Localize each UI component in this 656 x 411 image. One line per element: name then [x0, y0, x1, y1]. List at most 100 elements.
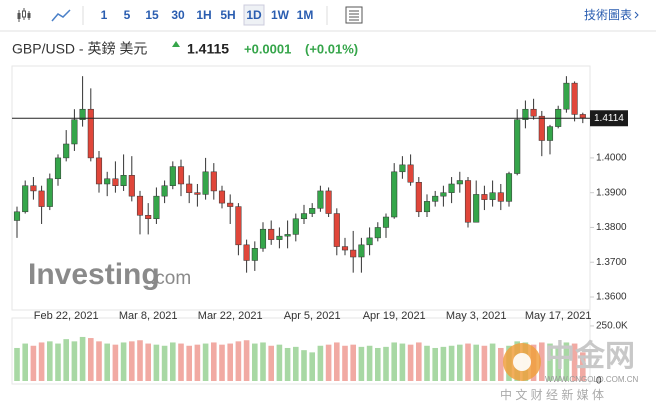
- candle-body: [227, 202, 234, 207]
- candle-body: [46, 178, 53, 207]
- volume-bar: [137, 340, 143, 381]
- toolbar: 技術圖表: [0, 4, 656, 32]
- candle-body: [79, 108, 86, 120]
- volume-bar: [276, 344, 283, 381]
- y-tick-label: 1.3700: [596, 257, 627, 268]
- x-tick-label: Mar 22, 2021: [198, 310, 263, 322]
- interval-button[interactable]: 1M: [297, 8, 314, 22]
- candle-body: [423, 201, 431, 213]
- candle-body: [391, 171, 398, 218]
- candle-body: [243, 244, 250, 261]
- volume-bar: [243, 340, 250, 381]
- last-price-tag: [590, 110, 628, 127]
- volume-bar: [334, 342, 340, 381]
- volume-bar: [489, 343, 496, 381]
- volume-bar: [30, 345, 37, 381]
- volume-bar: [22, 343, 28, 381]
- candle-body: [563, 82, 570, 110]
- candle-body: [522, 108, 529, 120]
- interval-button[interactable]: 1D: [246, 8, 262, 22]
- volume-bar: [457, 344, 463, 381]
- interval-button[interactable]: 5H: [220, 8, 235, 22]
- candle-body: [95, 157, 103, 185]
- watermark-suffix: .com: [150, 268, 191, 289]
- candle-body: [38, 190, 45, 207]
- candle-body: [177, 166, 185, 185]
- volume-bar: [547, 343, 553, 381]
- interval-button[interactable]: 1W: [271, 8, 290, 22]
- x-tick-label: May 3, 2021: [446, 310, 507, 322]
- volume-bar: [325, 344, 332, 381]
- candle-body: [218, 190, 226, 204]
- change: +0.0001: [244, 41, 291, 56]
- cngold-name: 中金网: [545, 339, 635, 373]
- candle-body: [546, 126, 554, 141]
- volume-bar: [129, 341, 135, 381]
- volume-bar: [465, 343, 471, 381]
- volume-bar: [79, 336, 86, 381]
- volume-bar: [194, 344, 201, 381]
- candle-body: [104, 178, 111, 185]
- technical-chart-link[interactable]: 技術圖表: [584, 8, 632, 22]
- volume-bar: [186, 345, 192, 381]
- candle-body: [63, 143, 70, 159]
- x-tick-label: Mar 8, 2021: [119, 310, 178, 322]
- candle-body: [153, 195, 160, 220]
- candle-body: [464, 180, 472, 223]
- candle-body: [194, 192, 201, 195]
- volume-bar: [358, 346, 365, 381]
- volume-bar: [268, 345, 274, 381]
- cngold-site: WWW.CNGOLD.COM.CN: [545, 375, 639, 384]
- candle-body: [87, 108, 94, 159]
- volume-bar: [284, 347, 291, 381]
- up-arrow: [172, 41, 180, 47]
- volume-bar: [55, 343, 61, 381]
- candle-body: [432, 195, 439, 202]
- volume-bar: [71, 341, 78, 381]
- price-panel: [11, 65, 591, 311]
- volume-bar: [563, 342, 570, 381]
- volume-tick-label: 250.0K: [596, 321, 628, 332]
- candle-body: [382, 216, 390, 228]
- volume-bar: [555, 345, 561, 381]
- candle-body: [54, 157, 62, 180]
- interval-button[interactable]: 15: [145, 8, 159, 22]
- last-price-label: 1.4114: [594, 113, 624, 124]
- volume-bar: [145, 343, 151, 381]
- candle-body: [489, 192, 496, 200]
- volume-bar: [399, 343, 406, 381]
- volume-bar: [38, 342, 45, 381]
- volume-bar: [498, 347, 504, 381]
- interval-button[interactable]: 1: [101, 8, 108, 22]
- volume-bar: [473, 344, 479, 381]
- volume-bar: [104, 343, 110, 381]
- candle-body: [22, 185, 29, 213]
- volume-bar: [383, 346, 389, 381]
- candle-body: [120, 175, 127, 186]
- interval-button[interactable]: 30: [171, 8, 185, 22]
- interval-button[interactable]: 1H: [196, 8, 211, 22]
- line-icon[interactable]: [51, 9, 71, 22]
- volume-bar: [211, 342, 217, 381]
- watermark-brand: Investing: [28, 258, 160, 291]
- candle-body: [251, 248, 258, 261]
- y-tick-label: 1.4000: [596, 153, 627, 164]
- volume-bar: [14, 347, 20, 381]
- volume-bar: [293, 346, 299, 381]
- volume-bar: [227, 343, 233, 381]
- instrument-title: GBP/USD - 英鎊 美元: [12, 41, 147, 57]
- candle-body: [341, 246, 349, 251]
- interval-button[interactable]: 5: [124, 8, 131, 22]
- volume-bar: [309, 352, 315, 381]
- candle-body: [71, 119, 78, 145]
- volume-tick-label: 0: [596, 376, 602, 387]
- x-tick-label: May 17, 2021: [525, 310, 592, 322]
- candle-body: [579, 114, 586, 119]
- candle-body: [268, 228, 275, 240]
- table-icon[interactable]: [345, 6, 363, 24]
- volume-bar: [448, 345, 455, 381]
- volume-panel: [11, 317, 591, 385]
- candle-body: [571, 82, 578, 115]
- y-tick-label: 1.3600: [596, 292, 627, 303]
- volume-bar: [202, 343, 209, 381]
